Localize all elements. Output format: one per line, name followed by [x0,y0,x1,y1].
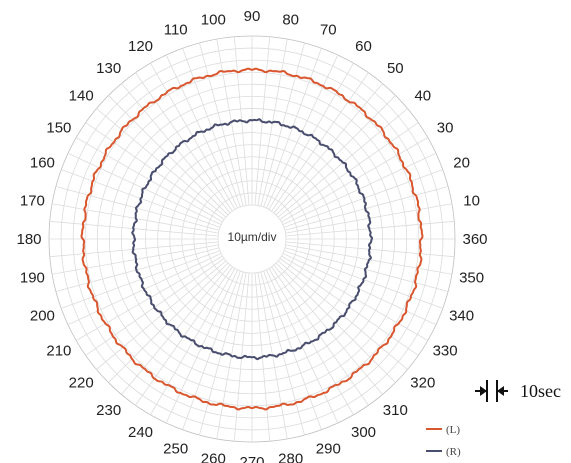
time-scale-marker-icon [475,380,508,402]
angle-tick-label: 100 [201,11,226,28]
angle-tick-label: 50 [387,60,404,77]
angle-tick-label: 30 [437,120,454,137]
center-scale-label: 10µm/div [228,230,277,244]
angle-tick-label: 120 [128,38,153,55]
angle-tick-label: 310 [383,402,408,419]
angle-tick-label: 40 [414,88,431,105]
grid-spoke [275,95,396,216]
angle-tick-label: 330 [433,343,458,360]
angle-tick-label: 60 [355,38,372,55]
angle-tick-label: 140 [69,88,94,105]
angle-tick-label: 320 [410,374,435,391]
angle-tick-label: 110 [164,21,188,38]
grid-spoke [284,247,449,292]
angle-tick-label: 260 [201,451,226,463]
angle-tick-label: 80 [282,11,299,28]
angle-tick-label: 250 [163,441,188,458]
angle-tick-label: 230 [96,402,121,419]
grid-spoke [281,137,429,223]
grid-spoke [150,268,236,416]
series-line-r [131,118,374,361]
angle-tick-label: 170 [20,192,45,209]
legend-item-r: (R) [426,446,461,458]
angle-tick-label: 300 [351,424,376,441]
angle-tick-label: 210 [46,343,71,360]
angle-tick-label: 10 [463,192,480,209]
angle-tick-label: 150 [46,120,71,137]
angle-tick-label: 160 [30,155,55,172]
grid-spoke [268,62,354,210]
angle-tick-label: 360 [462,231,487,248]
angle-tick-label: 270 [239,454,264,463]
angle-tick-label: 20 [453,155,470,172]
legend: (L) (R) [426,424,461,458]
angle-tick-label: 70 [320,21,337,38]
grid-spoke [75,255,223,341]
grid-spoke [284,186,449,231]
angle-tick-label: 350 [459,270,484,287]
grid-spoke [55,247,220,292]
series-layer [80,67,424,411]
angle-tick-label: 240 [128,424,153,441]
angle-tick-label: 180 [16,231,41,248]
angle-tick-label: 200 [30,307,55,324]
time-scale-label: 10sec [520,381,561,401]
angle-tick-label: 130 [96,60,121,77]
series-line-l [80,67,424,411]
angle-tick-label: 280 [278,451,303,463]
time-scale-annotation: 10sec [475,380,561,402]
legend-item-l: (L) [426,424,460,436]
grid-spoke [108,262,229,383]
legend-label-l: (L) [446,424,460,436]
angle-tick-label: 190 [20,270,45,287]
angle-tick-label: 340 [449,307,474,324]
angle-tick-label: 220 [69,374,94,391]
angle-tick-label: 290 [316,441,341,458]
legend-label-r: (R) [446,446,461,458]
grid-spoke [55,186,220,231]
angle-tick-label: 90 [244,8,261,25]
